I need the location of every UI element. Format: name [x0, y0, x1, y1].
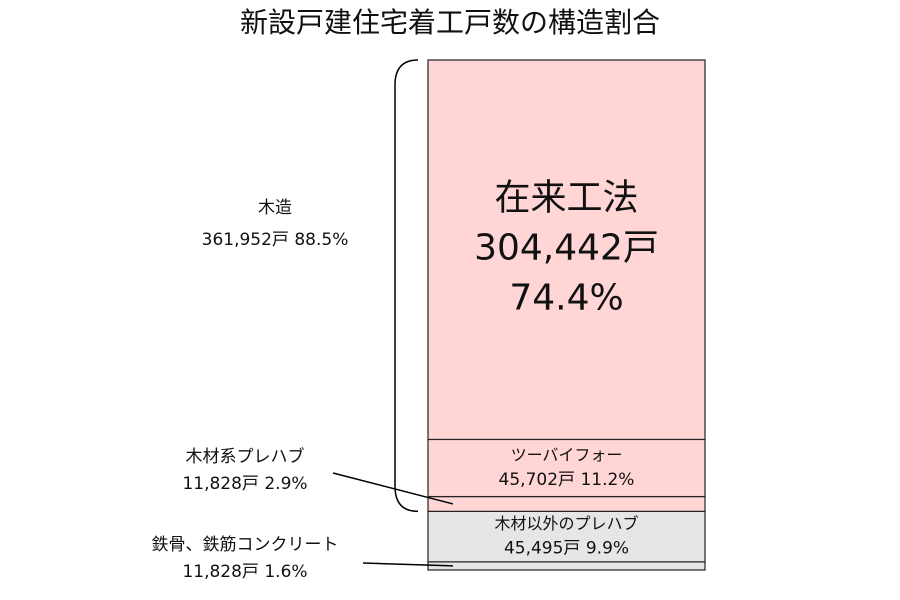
count-label: 304,442戸	[474, 228, 659, 269]
segment-name: 木材系プレハブ	[186, 446, 305, 467]
count-label: 11,828戸	[182, 474, 258, 494]
chart-title: 新設戸建住宅着工戸数の構造割合	[240, 6, 660, 39]
group-bracket	[394, 59, 419, 513]
percent-label: 9.9%	[586, 539, 629, 559]
group-value: 361,952戸 88.5%	[202, 230, 349, 250]
percent-label: 88.5%	[294, 230, 348, 250]
count-label: 45,495戸	[504, 539, 580, 559]
segment-name: 木材以外のプレハブ	[494, 514, 638, 533]
bar-segment	[427, 59, 706, 441]
percent-label: 1.6%	[264, 562, 307, 582]
segment-name: ツーバイフォー	[511, 446, 623, 465]
segment-value: 11,828戸 1.6%	[182, 562, 307, 582]
bar-segment	[427, 510, 706, 563]
segment-value: 45,702戸 11.2%	[499, 470, 635, 490]
bar-segment	[427, 495, 706, 512]
leader-line	[332, 472, 454, 505]
segment-value: 11,828戸 2.9%	[182, 474, 307, 494]
percent-label: 2.9%	[264, 474, 307, 494]
percent-label: 11.2%	[580, 470, 634, 490]
count-label: 45,702戸	[499, 470, 575, 490]
count-label: 11,828戸	[182, 562, 258, 582]
segment-value: 45,495戸 9.9%	[504, 539, 629, 559]
bar-segment	[427, 561, 706, 571]
segment-name: 在来工法	[494, 178, 638, 219]
count-label: 361,952戸	[202, 230, 289, 250]
segment-name: 鉄骨、鉄筋コンクリート	[152, 535, 339, 555]
percent-label: 74.4%	[509, 278, 623, 319]
group-name: 木造	[258, 198, 292, 218]
leader-line	[362, 562, 454, 567]
